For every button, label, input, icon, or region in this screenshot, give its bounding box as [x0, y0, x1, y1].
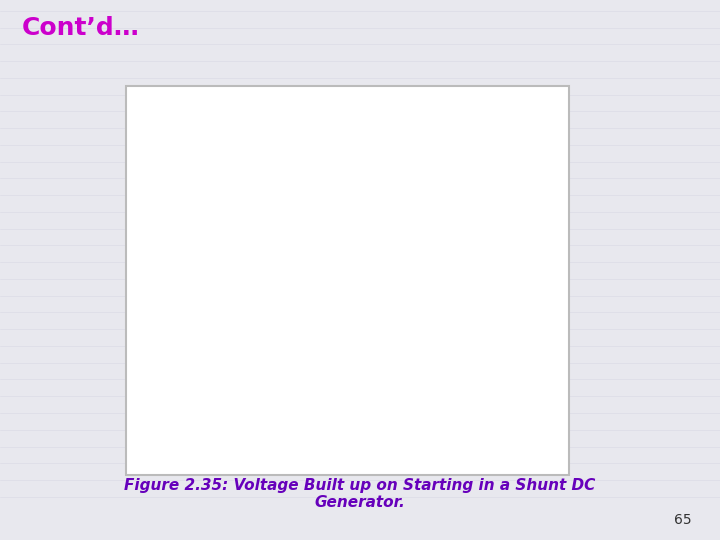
Text: $I_{F\ al}$: $I_{F\ al}$	[389, 461, 406, 475]
Text: Generator.: Generator.	[315, 495, 405, 510]
Text: $V_{T,al}$: $V_{T,al}$	[129, 167, 151, 183]
Text: Figure 2.35: Voltage Built up on Starting in a Shunt DC: Figure 2.35: Voltage Built up on Startin…	[125, 478, 595, 493]
Text: $I_F$, A: $I_F$, A	[526, 461, 547, 475]
Text: $E_A$ versus $I_F$: $E_A$ versus $I_F$	[421, 119, 479, 157]
Text: Magnetization
curve: Magnetization curve	[415, 248, 485, 269]
Text: $E_{A, res}$: $E_{A, res}$	[128, 422, 151, 435]
Text: 65: 65	[674, 512, 691, 526]
Text: $R_F = \dfrac{V_T}{I_F}$: $R_F = \dfrac{V_T}{I_F}$	[246, 345, 305, 372]
Text: $E_A$ (and $V_T$), V: $E_A$ (and $V_T$), V	[148, 122, 217, 135]
Text: Cont’d…: Cont’d…	[22, 16, 140, 40]
Text: $V_T$ versus $I_F$: $V_T$ versus $I_F$	[310, 132, 368, 219]
